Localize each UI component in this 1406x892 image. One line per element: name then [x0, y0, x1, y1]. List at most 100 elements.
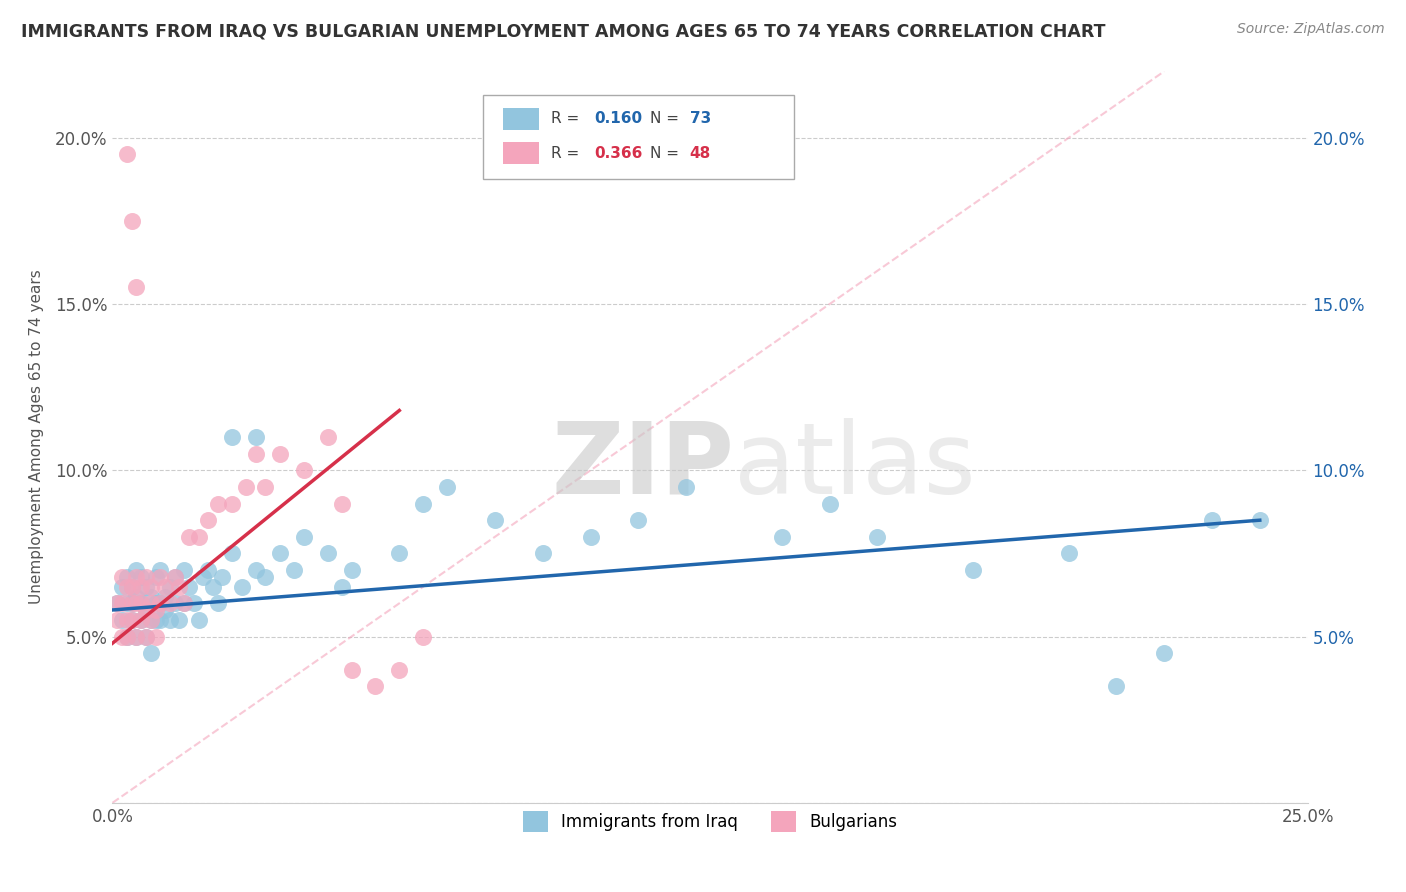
- Point: [1153, 646, 1175, 660]
- Point: [149, 596, 172, 610]
- Point: [129, 570, 152, 584]
- Point: [1201, 513, 1223, 527]
- Text: N =: N =: [651, 145, 685, 161]
- Point: [111, 570, 134, 584]
- Point: [187, 530, 209, 544]
- Point: [111, 580, 134, 594]
- Point: [388, 546, 411, 560]
- Point: [149, 596, 172, 610]
- Point: [579, 530, 602, 544]
- Point: [121, 596, 143, 610]
- Point: [135, 570, 157, 584]
- Point: [139, 613, 162, 627]
- Point: [125, 596, 148, 610]
- Point: [193, 570, 215, 584]
- Point: [125, 590, 148, 604]
- Point: [139, 590, 162, 604]
- Point: [269, 546, 291, 560]
- Point: [177, 530, 200, 544]
- Point: [173, 596, 195, 610]
- Point: [269, 447, 291, 461]
- Point: [115, 147, 138, 161]
- Point: [292, 530, 315, 544]
- Point: [115, 580, 138, 594]
- Point: [330, 497, 353, 511]
- Point: [1057, 546, 1080, 560]
- Point: [235, 480, 257, 494]
- Text: ZIP: ZIP: [551, 417, 734, 515]
- Point: [163, 570, 186, 584]
- Point: [121, 596, 143, 610]
- Point: [139, 613, 162, 627]
- Y-axis label: Unemployment Among Ages 65 to 74 years: Unemployment Among Ages 65 to 74 years: [30, 269, 44, 605]
- Point: [135, 603, 157, 617]
- Text: Source: ZipAtlas.com: Source: ZipAtlas.com: [1237, 22, 1385, 37]
- FancyBboxPatch shape: [484, 95, 794, 179]
- Point: [197, 563, 219, 577]
- Point: [153, 590, 176, 604]
- Point: [245, 430, 267, 444]
- Point: [121, 580, 143, 594]
- Point: [292, 463, 315, 477]
- Point: [254, 570, 277, 584]
- Point: [111, 613, 134, 627]
- Point: [412, 630, 434, 644]
- Point: [245, 447, 267, 461]
- Bar: [503, 143, 538, 164]
- Point: [388, 663, 411, 677]
- Legend: Immigrants from Iraq, Bulgarians: Immigrants from Iraq, Bulgarians: [516, 805, 904, 838]
- Point: [149, 613, 172, 627]
- Point: [121, 214, 143, 228]
- Point: [115, 596, 138, 610]
- Point: [145, 613, 167, 627]
- Point: [316, 430, 339, 444]
- Point: [1105, 680, 1128, 694]
- Point: [125, 630, 148, 644]
- Point: [531, 546, 554, 560]
- Point: [177, 580, 200, 594]
- Point: [139, 646, 162, 660]
- Point: [187, 613, 209, 627]
- Point: [436, 480, 458, 494]
- Point: [149, 570, 172, 584]
- Point: [770, 530, 793, 544]
- Point: [283, 563, 305, 577]
- Point: [866, 530, 889, 544]
- Point: [135, 580, 157, 594]
- Point: [254, 480, 277, 494]
- Point: [125, 570, 148, 584]
- Text: R =: R =: [551, 112, 585, 127]
- Point: [121, 613, 143, 627]
- Point: [129, 613, 152, 627]
- Point: [135, 603, 157, 617]
- Point: [129, 596, 152, 610]
- Point: [197, 513, 219, 527]
- Point: [675, 480, 697, 494]
- Point: [169, 613, 191, 627]
- Point: [145, 603, 167, 617]
- Point: [139, 580, 162, 594]
- Point: [364, 680, 387, 694]
- Point: [962, 563, 984, 577]
- Point: [149, 563, 172, 577]
- Point: [173, 596, 195, 610]
- Point: [111, 596, 134, 610]
- Point: [245, 563, 267, 577]
- Text: N =: N =: [651, 112, 685, 127]
- Point: [183, 596, 205, 610]
- Point: [484, 513, 506, 527]
- Point: [221, 430, 243, 444]
- Point: [105, 596, 128, 610]
- Point: [105, 596, 128, 610]
- Point: [129, 596, 152, 610]
- Point: [115, 613, 138, 627]
- Point: [145, 570, 167, 584]
- Point: [159, 580, 181, 594]
- Point: [1249, 513, 1271, 527]
- Text: 48: 48: [690, 145, 711, 161]
- Point: [316, 546, 339, 560]
- Point: [340, 663, 363, 677]
- Point: [135, 630, 157, 644]
- Point: [231, 580, 253, 594]
- Point: [145, 630, 167, 644]
